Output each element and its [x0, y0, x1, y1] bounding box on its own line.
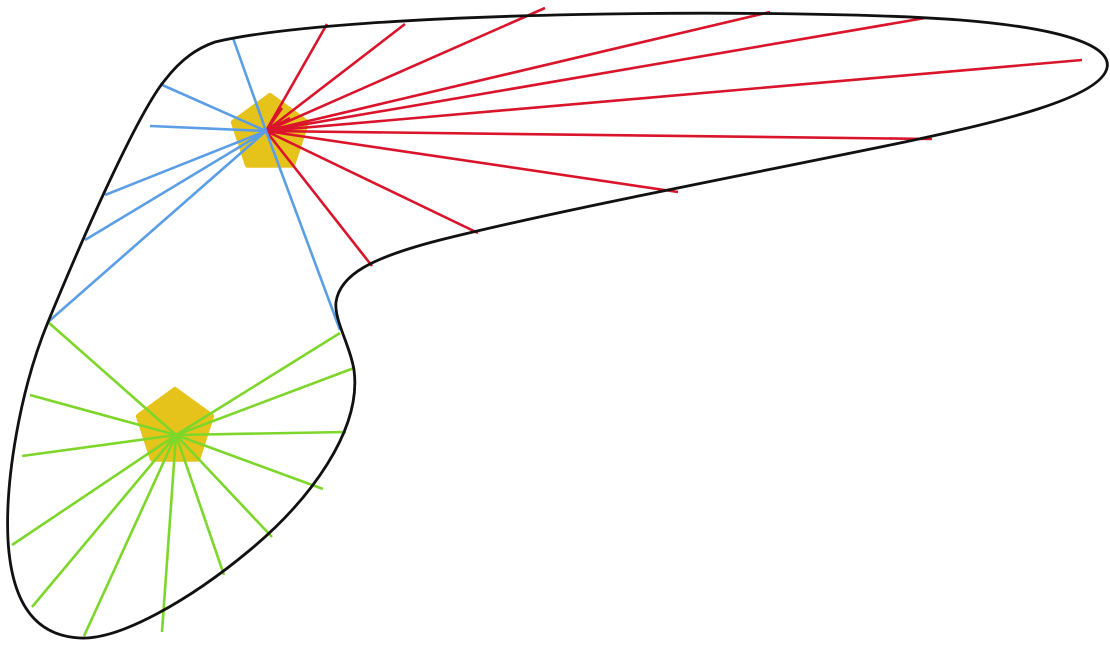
- red-ray: [265, 129, 479, 235]
- green-ray: [175, 433, 324, 491]
- green-ray: [175, 331, 341, 437]
- red-ray: [265, 16, 926, 133]
- red-ray: [265, 116, 291, 133]
- red-ray: [264, 23, 329, 132]
- blue-ray: [231, 37, 268, 132]
- red-ray: [265, 6, 546, 133]
- green-ray: [175, 430, 347, 437]
- green-ray: [47, 321, 177, 436]
- red-ray: [264, 130, 374, 267]
- red-ray: [265, 22, 406, 133]
- green-ray: [82, 434, 178, 637]
- green-ray: [174, 434, 226, 576]
- boomerang-outline: [6, 11, 1109, 640]
- green-ray: [21, 433, 177, 458]
- green-ray: [29, 393, 177, 437]
- red-ray: [265, 10, 771, 133]
- red-ray-group: [264, 6, 1083, 267]
- green-ray: [175, 366, 355, 437]
- red-ray: [265, 58, 1083, 133]
- blue-ray: [104, 129, 267, 197]
- blue-ray: [47, 130, 267, 323]
- red-ray: [265, 129, 933, 141]
- red-ray: [265, 129, 679, 194]
- blue-ray: [84, 129, 267, 242]
- green-ray: [31, 434, 177, 608]
- blue-ray: [159, 82, 267, 133]
- green-ray: [11, 433, 177, 547]
- green-ray-group: [11, 321, 355, 637]
- blue-ray: [264, 130, 342, 331]
- blue-ray-group: [47, 37, 342, 331]
- blue-ray: [149, 124, 267, 133]
- red-ray: [264, 107, 284, 132]
- green-ray: [160, 434, 178, 633]
- green-ray: [175, 434, 273, 538]
